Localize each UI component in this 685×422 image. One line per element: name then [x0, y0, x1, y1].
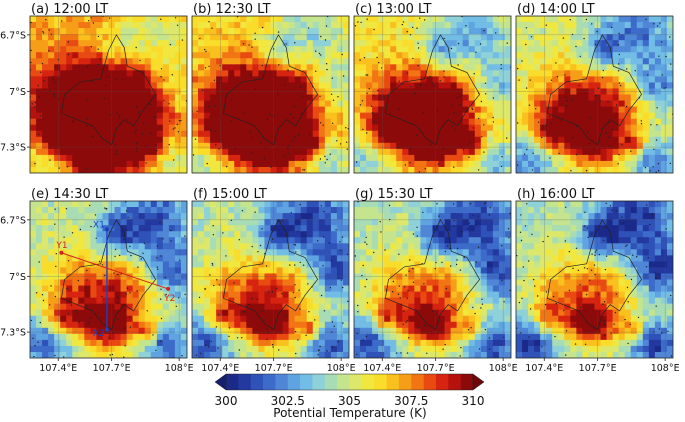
lon-tick-label: 108°E — [651, 363, 680, 374]
panel-label: (f) 15:00 LT — [193, 187, 267, 202]
colorbar-swatch — [423, 374, 437, 390]
colorbar: 300 302.5 305 307.5 310 Potential Temperatur… — [214, 373, 485, 420]
colorbar-swatch — [398, 374, 412, 390]
lon-tick-label: 107.7°E — [255, 363, 293, 374]
cross-section-label: X1 — [93, 221, 105, 231]
colorbar-swatch — [324, 374, 338, 390]
colorbar-swatch — [386, 374, 400, 390]
temperature-field — [192, 201, 349, 358]
region-boundary — [385, 34, 481, 146]
temperature-field — [354, 16, 511, 173]
cross-section-label: Y2 — [163, 294, 175, 304]
lat-tick-label: 6.7°S — [0, 30, 26, 41]
significance-stippling — [30, 16, 187, 170]
lat-tick-label: 7°S — [9, 87, 26, 98]
temperature-field — [354, 201, 511, 358]
colorbar-swatch — [300, 374, 313, 390]
region-boundary — [223, 34, 319, 146]
lon-tick-label: 107.7°E — [417, 363, 455, 374]
cross-section-markers: X1 X2 Y1 Y2 — [55, 221, 175, 339]
colorbar-swatch — [349, 374, 363, 390]
colorbar-swatch — [238, 374, 251, 390]
colorbar-swatch — [287, 374, 301, 390]
colorbar-swatch — [374, 374, 387, 390]
map-panel-2: (b) 12:30 LT — [191, 2, 350, 174]
lat-tick-label: 7°S — [9, 272, 26, 283]
panel-grid: (a) 12:00 LT 6.7°S 7°S 7.3°S (b) 12:30 LT (c)… — [0, 2, 679, 374]
map-panel-3: (c) 13:00 LT — [353, 2, 512, 174]
map-panel-5: (e) 14:30 LT 6.7°S 7°S 7.3°S 107.4°E 107.7°E 1… — [0, 187, 193, 374]
lon-tick-label: 108°E — [327, 363, 356, 374]
panel-label: (d) 14:00 LT — [517, 2, 595, 17]
panel-label: (a) 12:00 LT — [31, 2, 108, 17]
lat-tick-label: 6.7°S — [0, 215, 26, 226]
colorbar-low-arrow — [214, 373, 227, 391]
map-panel-8: (h) 16:00 LT 107.4°E 107.7°E 108°E — [515, 187, 680, 374]
colorbar-tick-label: 302.5 — [271, 394, 305, 408]
colorbar-swatch — [448, 374, 461, 390]
temperature-field — [30, 16, 187, 173]
map-panel-7: (g) 15:30 LT 107.4°E 107.7°E 108°E — [353, 187, 518, 374]
colorbar-tick-label: 305 — [338, 394, 361, 408]
lon-tick-label: 107.4°E — [525, 363, 563, 374]
map-panel-1: (a) 12:00 LT 6.7°S 7°S 7.3°S — [0, 2, 188, 174]
map-panel-4: (d) 14:00 LT — [515, 2, 674, 174]
temperature-field — [30, 201, 187, 358]
cross-section-label: X2 — [93, 329, 105, 339]
colorbar-high-arrow — [472, 373, 485, 391]
region-boundary — [385, 219, 481, 331]
colorbar-swatch — [250, 374, 264, 390]
region-boundary — [547, 34, 643, 146]
lon-tick-label: 107.4°E — [39, 363, 77, 374]
colorbar-swatch — [435, 374, 449, 390]
colorbar-swatch — [460, 374, 474, 390]
colorbar-title: Potential Temperature (K) — [273, 406, 426, 420]
lon-tick-label: 107.7°E — [579, 363, 617, 374]
lat-tick-label: 7.3°S — [0, 143, 26, 154]
temperature-field — [192, 16, 349, 173]
region-boundary — [61, 219, 157, 331]
colorbar-swatch — [361, 374, 375, 390]
lon-tick-label: 107.4°E — [201, 363, 239, 374]
lon-tick-label: 107.7°E — [93, 363, 131, 374]
lat-tick-label: 7.3°S — [0, 328, 26, 339]
colorbar-swatch — [312, 374, 326, 390]
colorbar-swatch — [337, 374, 350, 390]
colorbar-swatch — [411, 374, 424, 390]
colorbar-tick-label: 307.5 — [394, 394, 428, 408]
lon-tick-label: 108°E — [489, 363, 518, 374]
significance-stippling — [354, 16, 511, 173]
colorbar-swatch — [226, 374, 239, 390]
panel-label: (h) 16:00 LT — [517, 187, 595, 202]
region-boundary — [223, 219, 319, 331]
cross-section-label: Y1 — [55, 241, 67, 251]
colorbar-swatch — [275, 374, 289, 390]
significance-stippling — [516, 201, 673, 357]
lon-tick-label: 108°E — [165, 363, 194, 374]
significance-stippling — [192, 16, 349, 171]
temperature-field — [516, 16, 673, 173]
map-panel-6: (f) 15:00 LT 107.4°E 107.7°E 108°E — [191, 187, 356, 374]
region-boundary — [547, 219, 643, 331]
panel-label: (b) 12:30 LT — [193, 2, 271, 17]
region-boundary — [61, 34, 157, 146]
colorbar-swatch — [263, 374, 276, 390]
panel-label: (e) 14:30 LT — [31, 187, 108, 202]
lon-tick-label: 107.4°E — [363, 363, 401, 374]
colorbar-tick-label: 300 — [215, 394, 238, 408]
panel-label: (c) 13:00 LT — [355, 2, 431, 17]
panel-label: (g) 15:30 LT — [355, 187, 433, 202]
colorbar-tick-label: 310 — [462, 394, 485, 408]
